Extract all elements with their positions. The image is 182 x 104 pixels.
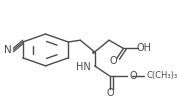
Text: O: O <box>129 71 137 81</box>
Text: N: N <box>4 45 12 55</box>
Text: C(CH₃)₃: C(CH₃)₃ <box>146 71 177 80</box>
Text: HN: HN <box>76 62 90 72</box>
Text: O: O <box>106 88 114 98</box>
Text: O: O <box>109 56 117 66</box>
Text: OH: OH <box>137 43 152 53</box>
